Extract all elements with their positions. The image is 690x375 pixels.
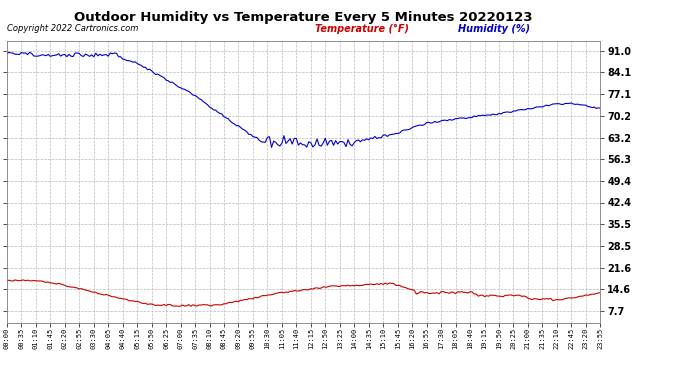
- Text: Outdoor Humidity vs Temperature Every 5 Minutes 20220123: Outdoor Humidity vs Temperature Every 5 …: [75, 11, 533, 24]
- Text: Copyright 2022 Cartronics.com: Copyright 2022 Cartronics.com: [7, 24, 138, 33]
- Text: Humidity (%): Humidity (%): [458, 24, 530, 34]
- Text: Temperature (°F): Temperature (°F): [315, 24, 409, 34]
